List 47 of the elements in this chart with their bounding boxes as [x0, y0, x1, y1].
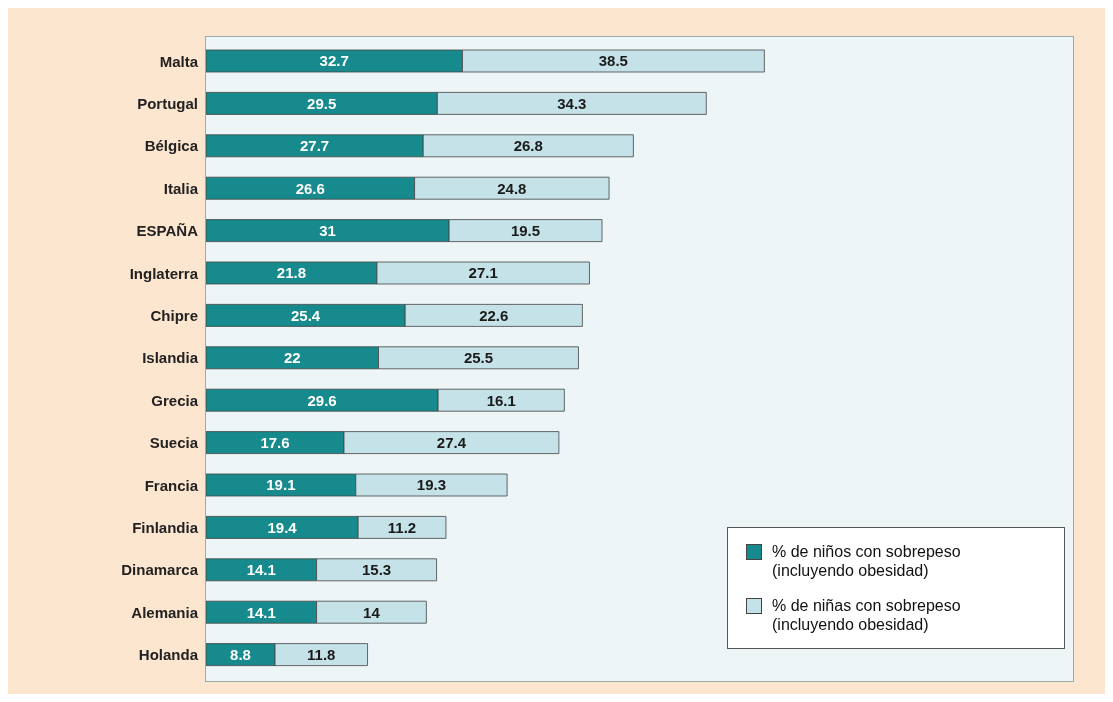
- data-label: 19.4: [267, 518, 298, 536]
- data-label: 25.5: [463, 349, 494, 367]
- data-label: 25.4: [290, 306, 321, 324]
- y-tick-label: Grecia: [151, 391, 199, 409]
- data-label: 29.5: [307, 94, 337, 112]
- data-label: 11.2: [387, 518, 417, 536]
- legend-label: % de niñas con sobrepeso (incluyendo obesidad): [772, 596, 962, 634]
- data-label: 22.6: [479, 306, 509, 324]
- data-label: 11.8: [307, 645, 336, 663]
- data-label: 14.1: [246, 603, 276, 621]
- data-label: 22: [283, 349, 301, 367]
- y-tick-label: Inglaterra: [129, 264, 199, 282]
- y-tick-label: Suecia: [149, 434, 199, 452]
- data-label: 38.5: [598, 52, 628, 70]
- data-label: 19.1: [266, 476, 296, 494]
- y-tick-label: Portugal: [137, 94, 198, 112]
- data-label: 27.4: [436, 433, 467, 451]
- y-tick-label: Malta: [159, 52, 199, 70]
- data-label: 29.6: [307, 391, 337, 409]
- data-label: 14: [363, 603, 381, 621]
- data-label: 24.8: [497, 179, 527, 197]
- data-label: 16.1: [486, 391, 516, 409]
- y-tick-label: Alemania: [131, 603, 199, 621]
- y-tick-label: Islandia: [142, 349, 199, 367]
- data-label: 17.6: [260, 433, 290, 451]
- data-label: 27.7: [300, 137, 330, 155]
- y-tick-label: Italia: [163, 179, 199, 197]
- y-tick-label: Bélgica: [144, 137, 199, 155]
- data-label: 14.1: [246, 561, 276, 579]
- y-tick-label: Holanda: [138, 646, 199, 664]
- data-label: 26.6: [295, 179, 325, 197]
- data-label: 31: [319, 221, 336, 239]
- y-tick-label: Finlandia: [132, 518, 199, 536]
- data-label: 19.3: [416, 476, 447, 494]
- data-label: 27.1: [468, 264, 498, 282]
- data-label: 8.8: [230, 645, 251, 663]
- y-tick-label: Francia: [144, 476, 199, 494]
- data-label: 32.7: [319, 52, 349, 70]
- legend-label: % de niños con sobrepeso (incluyendo obesidad): [772, 542, 962, 580]
- data-label: 19.5: [510, 221, 541, 239]
- y-tick-label: ESPAÑA: [136, 222, 199, 240]
- y-tick-label: Chipre: [150, 306, 198, 324]
- data-label: 26.8: [513, 137, 543, 155]
- data-label: 34.3: [557, 94, 587, 112]
- data-label: 15.3: [361, 561, 392, 579]
- y-tick-label: Dinamarca: [121, 561, 199, 579]
- data-label: 21.8: [276, 264, 307, 282]
